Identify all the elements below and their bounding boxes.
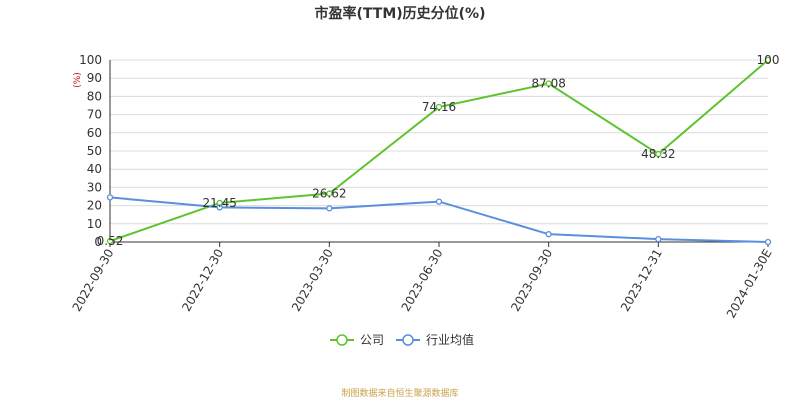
y-tick-label: 0 [94, 235, 102, 249]
y-tick-label: 40 [87, 162, 102, 176]
data-label: 87.08 [531, 77, 565, 91]
legend[interactable]: 公司 行业均值 [330, 332, 474, 347]
x-tick-label: 2023-12-31 [618, 247, 665, 314]
data-label: 21.45 [202, 196, 236, 210]
data-point[interactable] [545, 80, 552, 87]
axes: 0 10 20 30 40 50 60 70 80 90 100 2022-09-30 2022-12-… [70, 53, 775, 320]
legend-item-0[interactable]: 公司 [330, 333, 384, 347]
data-label: 0.52 [97, 234, 124, 248]
data-point[interactable] [106, 194, 114, 201]
data-point[interactable] [655, 235, 662, 243]
data-point[interactable] [545, 231, 552, 238]
data-point[interactable] [326, 190, 333, 197]
data-point[interactable] [435, 103, 443, 111]
y-tick-label: 70 [87, 108, 102, 122]
x-tick-label: 2023-03-30 [289, 247, 336, 314]
data-point[interactable] [764, 56, 772, 64]
x-tick-label: 2023-09-30 [508, 247, 555, 314]
data-labels: 0.52 21.45 26.62 74.16 87.08 48.32 100 [97, 53, 780, 248]
data-label: 48.32 [641, 147, 675, 161]
data-point[interactable] [106, 237, 114, 245]
x-tick-label: 2023-06-30 [399, 247, 446, 314]
y-tick-label: 30 [87, 180, 102, 194]
data-point[interactable] [216, 204, 223, 211]
y-tick-label: 50 [87, 144, 102, 158]
series-lines [106, 56, 772, 246]
data-label: 74.16 [422, 100, 456, 114]
data-point[interactable] [435, 198, 443, 205]
y-tick-label: 60 [87, 126, 102, 140]
data-point[interactable] [764, 238, 772, 246]
chart-title: 市盈率(TTM)历史分位(%) [315, 5, 486, 22]
y-tick-label: 20 [87, 199, 102, 213]
y-tick-label: 90 [87, 71, 102, 85]
data-label: 26.62 [312, 187, 346, 201]
x-tick-label: 2022-09-30 [70, 247, 117, 314]
data-label: 100 [757, 53, 780, 67]
data-point[interactable] [326, 205, 333, 212]
data-point[interactable] [655, 150, 662, 158]
y-tick-label: 100 [79, 53, 102, 67]
x-tick-label: 2022-12-30 [179, 247, 226, 314]
source-footer: 制图数据来自恒生聚源数据库 [341, 387, 458, 399]
y-axis-unit: (%) [73, 72, 83, 88]
legend-item-1[interactable]: 行业均值 [396, 332, 474, 347]
y-tick-label: 10 [87, 217, 102, 231]
legend-swatch-marker [402, 334, 414, 346]
legend-label: 行业均值 [426, 332, 474, 347]
x-tick-label: 2024-01-30E [724, 247, 775, 321]
legend-swatch-marker [336, 334, 348, 346]
y-tick-label: 80 [87, 89, 102, 103]
legend-label: 公司 [360, 333, 384, 347]
